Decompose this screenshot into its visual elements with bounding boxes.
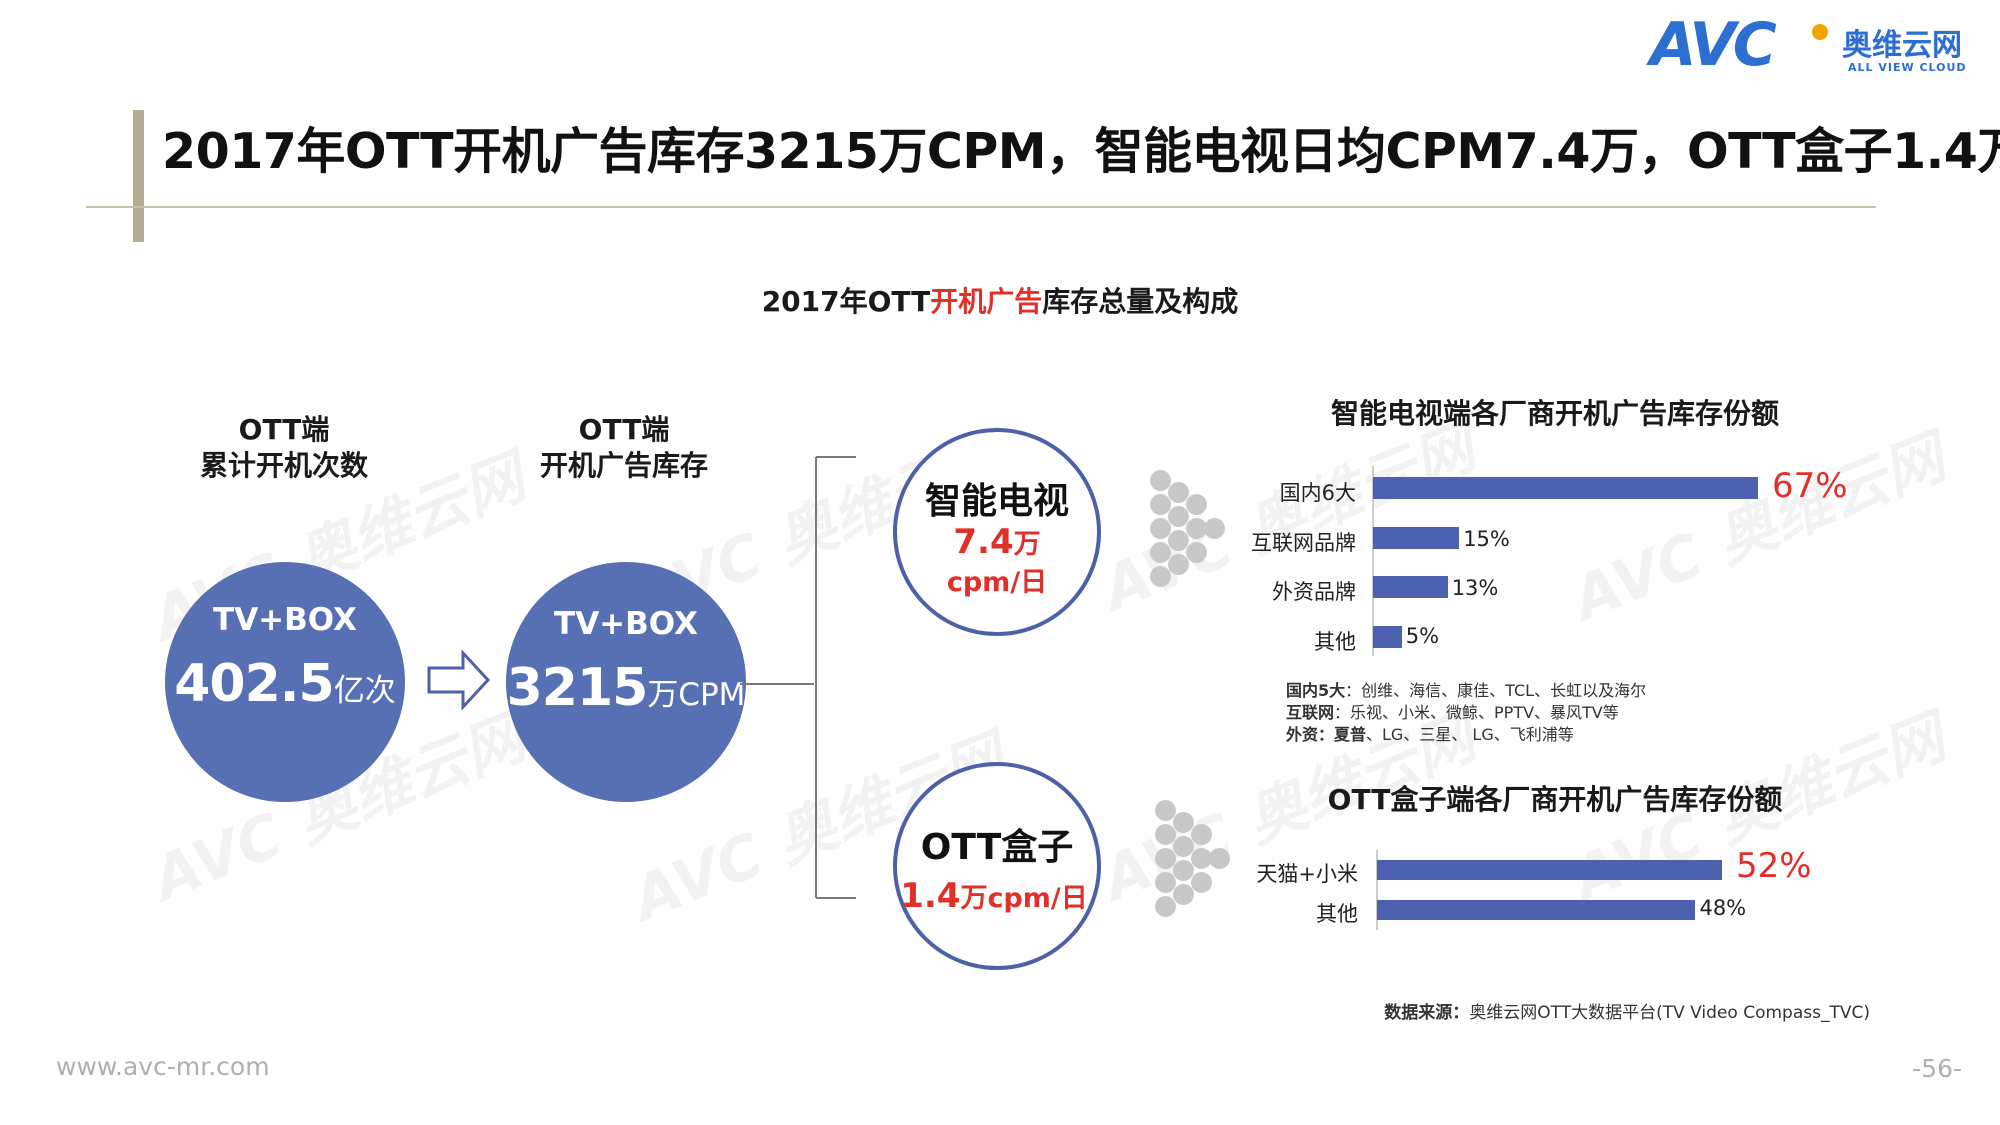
- box-share-axis: [1376, 850, 1378, 930]
- ott-box-value: 1.4: [900, 876, 961, 916]
- brand-notes: 国内5大：创维、海信、康佳、TCL、长虹以及海尔 互联网：乐视、小米、微鲸、PP…: [1286, 680, 1646, 746]
- tv-share-value-label: 5%: [1405, 624, 1440, 648]
- tv-share-category: 国内6大: [1279, 481, 1356, 505]
- box-share-bar: [1377, 860, 1722, 880]
- box-share-chart-title: OTT盒子端各厂商开机广告库存份额: [1327, 783, 1783, 816]
- box-share-value-label: 52%: [1736, 846, 1812, 886]
- box-share-value-label: 48%: [1699, 896, 1747, 920]
- tv-share-category: 互联网品牌: [1251, 531, 1356, 555]
- ad-inventory-unit: 万CPM: [647, 677, 746, 713]
- box-share-category: 其他: [1316, 902, 1358, 926]
- chart-heading-suffix: 库存总量及构成: [1042, 285, 1239, 318]
- note-line: 外资：夏普、LG、三星、 LG、飞利浦等: [1286, 725, 1574, 744]
- ott-box-daily-value: 1.4万cpm/日: [891, 876, 1097, 916]
- dot-pattern-top: [1150, 470, 1225, 590]
- data-source: 数据来源：奥维云网OTT大数据平台(TV Video Compass_TVC): [1384, 998, 1870, 1023]
- note-line: 互联网：乐视、小米、微鲸、PPTV、暴风TV等: [1286, 703, 1619, 722]
- ott-box-title: OTT盒子: [920, 827, 1074, 868]
- ad-inventory-value-line: 3215万CPM: [506, 658, 746, 718]
- tv-share-bar: [1373, 477, 1758, 499]
- dot-pattern-bottom: [1155, 800, 1230, 920]
- boot-count-value: 402.5: [174, 654, 334, 714]
- boot-count-unit: 亿次: [333, 673, 396, 709]
- ad-inventory-circle: TV+BOX 3215万CPM: [506, 562, 746, 802]
- smart-tv-circle: 智能电视 7.4万 cpm/日: [893, 428, 1101, 636]
- data-source-label: 数据来源：: [1384, 1003, 1470, 1023]
- ad-inventory-label-line2: 开机广告库存: [539, 449, 708, 482]
- boot-count-circle: TV+BOX 402.5亿次: [165, 562, 405, 802]
- note-line: 国内5大：创维、海信、康佳、TCL、长虹以及海尔: [1286, 681, 1647, 700]
- ad-inventory-value: 3215: [506, 658, 649, 718]
- boot-count-label: OTT端 累计开机次数: [124, 412, 444, 484]
- title-divider: [86, 206, 1876, 208]
- brand-name-en: ALL VIEW CLOUD: [1848, 61, 1967, 74]
- footer-url: www.avc-mr.com: [56, 1052, 270, 1081]
- smart-tv-title: 智能电视: [924, 481, 1069, 522]
- tv-share-category: 外资品牌: [1272, 580, 1356, 604]
- brand-dot-icon: [1812, 24, 1828, 40]
- tv-share-value-label: 13%: [1451, 576, 1499, 600]
- ad-inventory-label: OTT端 开机广告库存: [464, 412, 784, 484]
- tv-share-chart-title: 智能电视端各厂商开机广告库存份额: [1330, 397, 1779, 430]
- chart-heading-prefix: 2017年OTT: [761, 285, 931, 318]
- box-share-category: 天猫+小米: [1256, 862, 1358, 886]
- ott-box-unit: 万cpm/日: [960, 883, 1088, 914]
- smart-tv-daily-value: 7.4万: [897, 522, 1097, 562]
- ad-inventory-scope: TV+BOX: [554, 606, 698, 642]
- chart-heading-highlight: 开机广告: [930, 285, 1043, 318]
- boot-count-label-line1: OTT端: [238, 413, 330, 446]
- brand-logo: AVC 奥维云网 ALL VIEW CLOUD: [1650, 10, 1966, 80]
- slide-title: 2017年OTT开机广告库存3215万CPM，智能电视日均CPM7.4万，OTT…: [162, 123, 2000, 180]
- tv-share-bar: [1373, 527, 1460, 549]
- tv-share-bar: [1373, 576, 1448, 598]
- box-share-bar: [1377, 900, 1696, 920]
- tv-share-category: 其他: [1314, 630, 1356, 654]
- smart-tv-unit: cpm/日: [946, 567, 1048, 598]
- ad-inventory-label-line1: OTT端: [578, 413, 670, 446]
- chart-heading: 2017年OTT开机广告库存总量及构成: [0, 280, 2000, 320]
- page-number: -56-: [1912, 1054, 1962, 1083]
- boot-count-label-line2: 累计开机次数: [199, 449, 368, 482]
- boot-count-value-line: 402.5亿次: [165, 654, 405, 714]
- tv-share-axis: [1372, 466, 1374, 656]
- tv-share-value-label: 15%: [1463, 527, 1510, 551]
- data-source-text: 奥维云网OTT大数据平台(TV Video Compass_TVC): [1469, 1003, 1870, 1023]
- split-bracket: [740, 456, 856, 899]
- brand-name-cn: 奥维云网: [1842, 28, 1962, 63]
- boot-count-scope: TV+BOX: [213, 602, 357, 638]
- brand-logo-text: AVC: [1650, 10, 1777, 80]
- tv-share-bar: [1373, 626, 1402, 648]
- right-arrow-icon: [427, 650, 491, 710]
- smart-tv-value-unit: 万: [1013, 529, 1041, 560]
- title-accent-bar: [133, 110, 144, 242]
- smart-tv-value: 7.4: [953, 522, 1014, 562]
- ott-box-circle: OTT盒子 1.4万cpm/日: [893, 762, 1101, 970]
- watermark: AVC 奥维云网: [1563, 422, 1955, 635]
- tv-share-value-label: 67%: [1772, 466, 1848, 506]
